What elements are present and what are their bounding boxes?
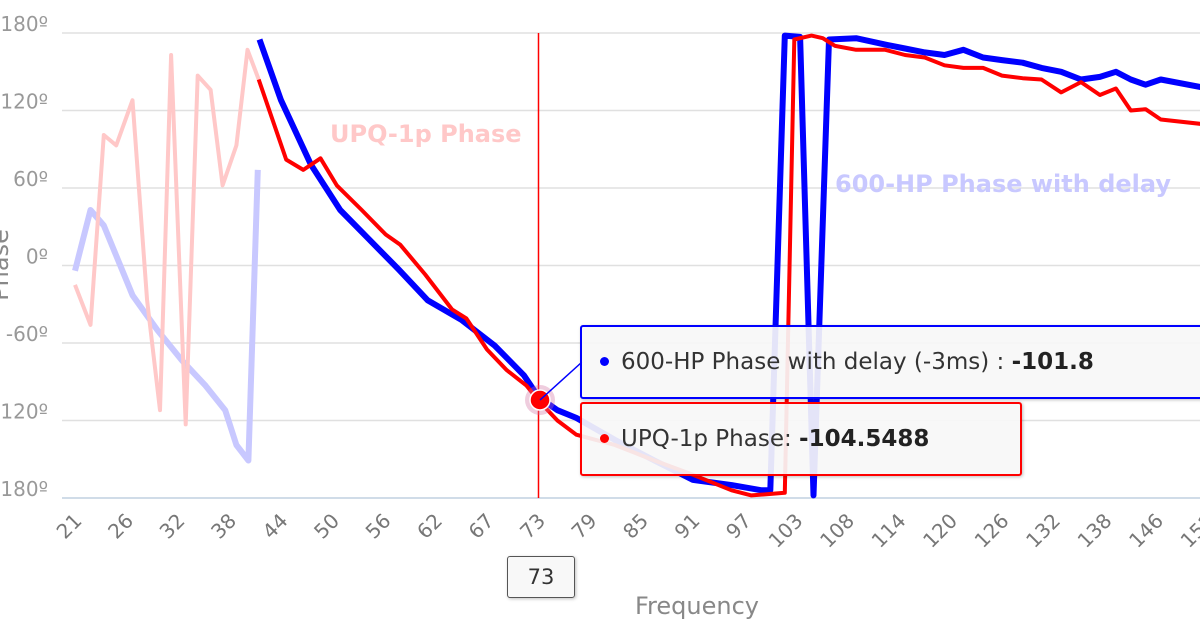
x-tick-label: 32 <box>155 509 190 544</box>
series-dot-blue <box>600 357 609 366</box>
y-tick-label: -60º <box>6 322 48 346</box>
series-label-600hp: 600-HP Phase with delay <box>835 170 1171 198</box>
x-tick-label: 108 <box>815 509 859 553</box>
series-line-faded-1 <box>73 47 261 427</box>
x-tick-label: 21 <box>52 509 87 544</box>
tooltip-600hp-label: 600-HP Phase with delay (-3ms) : <box>621 349 1012 375</box>
x-axis-title: Frequency <box>635 592 759 620</box>
x-tick-label: 38 <box>206 509 241 544</box>
tooltip-x-value: 73 <box>507 556 575 598</box>
x-tick-label: 146 <box>1124 509 1168 553</box>
tooltip-upq-value: -104.5488 <box>799 426 930 452</box>
x-tick-label: 114 <box>867 509 911 553</box>
y-tick-label: 180º <box>0 12 48 36</box>
x-tick-label: 132 <box>1021 509 1065 553</box>
y-tick-label: 0º <box>26 245 48 269</box>
series-line-1[interactable] <box>256 33 1200 498</box>
x-tick-label: 138 <box>1073 509 1117 553</box>
y-tick-label: -120º <box>0 400 48 424</box>
x-tick-label: 73 <box>515 509 550 544</box>
x-tick-label: 62 <box>412 509 447 544</box>
tooltip-600hp: 600-HP Phase with delay (-3ms) : -101.8 <box>580 325 1200 399</box>
y-tick-label: 120º <box>0 90 48 114</box>
x-tick-label: 103 <box>764 509 808 553</box>
tooltip-connector <box>539 361 583 401</box>
x-tick-label: 44 <box>258 509 293 544</box>
x-tick-label: 97 <box>721 509 756 544</box>
x-tick-label: 26 <box>103 509 138 544</box>
tooltip-600hp-value: -101.8 <box>1011 349 1094 375</box>
x-tick-label: 91 <box>670 509 705 544</box>
x-tick-label: 120 <box>918 509 962 553</box>
x-tick-label: 85 <box>618 509 653 544</box>
x-tick-label: 50 <box>309 509 344 544</box>
tooltip-upq-label: UPQ-1p Phase: <box>621 426 800 452</box>
series-dot-red <box>600 434 609 443</box>
series-label-upq: UPQ-1p Phase <box>330 120 522 148</box>
x-tick-label: 79 <box>567 509 602 544</box>
y-axis-title: Phase <box>0 229 14 301</box>
y-tick-label: 60º <box>13 167 48 191</box>
tooltip-x-text: 73 <box>527 565 555 589</box>
y-tick-label: -180º <box>0 477 48 501</box>
x-tick-label: 67 <box>464 509 499 544</box>
x-tick-label: 56 <box>361 509 396 544</box>
tooltip-upq: UPQ-1p Phase: -104.5488 <box>580 402 1022 476</box>
x-tick-label: 126 <box>970 509 1014 553</box>
x-tick-label: 152 <box>1176 509 1200 553</box>
